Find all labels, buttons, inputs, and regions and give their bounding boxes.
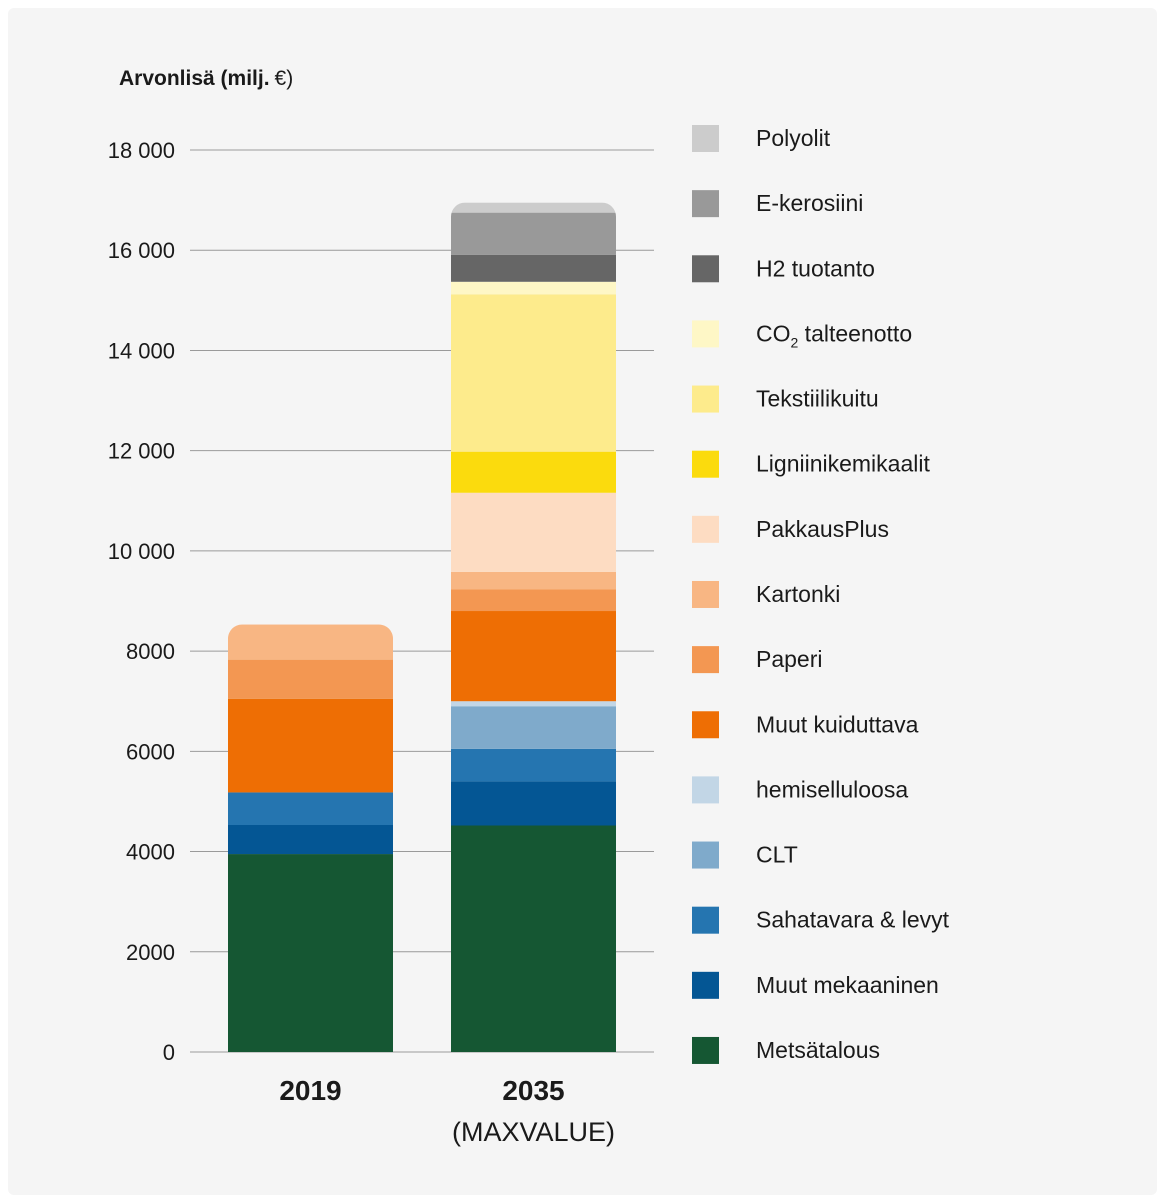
bar-segment xyxy=(451,212,616,255)
y-tick-label: 0 xyxy=(163,1040,175,1065)
bar-segment xyxy=(228,624,393,660)
legend-label: hemiselluloosa xyxy=(756,776,908,802)
legend-label: Paperi xyxy=(756,646,822,672)
bar-segment xyxy=(451,281,616,295)
bar-segment xyxy=(451,701,616,707)
y-tick-label: 6000 xyxy=(126,739,175,764)
legend-swatch xyxy=(692,580,719,608)
x-category-sublabel: (MAXVALUE) xyxy=(452,1117,615,1147)
legend-item: CO2 talteenotto xyxy=(692,320,912,350)
legend-label: E-kerosiini xyxy=(756,190,863,216)
legend-label: Muut mekaaninen xyxy=(756,972,939,998)
legend-swatch xyxy=(692,1036,719,1064)
legend-label: Tekstiilikuitu xyxy=(756,386,879,412)
legend-item: Sahatavara & levyt xyxy=(692,906,950,934)
x-category-label: 2019 xyxy=(279,1075,341,1106)
y-axis-unit: €) xyxy=(275,67,294,90)
legend-swatch xyxy=(692,515,719,543)
legend-swatch xyxy=(692,255,719,283)
y-tick-label: 2000 xyxy=(126,940,175,965)
bar-stack-2035 xyxy=(451,202,616,1052)
legend-label: Muut kuiduttava xyxy=(756,711,919,737)
y-tick-label: 12 000 xyxy=(108,439,175,464)
legend-item: PakkausPlus xyxy=(692,515,889,543)
x-axis-labels: 2019 2035 (MAXVALUE) xyxy=(279,1075,615,1147)
legend-swatch xyxy=(692,711,719,739)
legend-label: CO2 talteenotto xyxy=(756,320,912,350)
legend-label: CLT xyxy=(756,842,798,868)
legend-item: Muut mekaaninen xyxy=(692,971,939,999)
legend-item: CLT xyxy=(692,841,798,869)
bar-segment xyxy=(228,824,393,855)
legend-swatch xyxy=(692,906,719,934)
y-tick-label: 10 000 xyxy=(108,539,175,564)
legend-item: Tekstiilikuitu xyxy=(692,385,879,413)
legend-swatch xyxy=(692,385,719,413)
legend-swatch xyxy=(692,320,719,348)
bars xyxy=(228,202,616,1052)
bar-segment xyxy=(228,792,393,825)
bar-segment xyxy=(228,854,393,1052)
chart-panel: Arvonlisä (milj. €) 0 2000 4000 6000 8000 10 0… xyxy=(8,8,1157,1195)
y-tick-label: 16 000 xyxy=(108,238,175,263)
bar-segment xyxy=(451,748,616,782)
legend-label: Sahatavara & levyt xyxy=(756,907,950,933)
bar-segment xyxy=(451,492,616,572)
bar-segment xyxy=(451,254,616,282)
bar-segment xyxy=(228,698,393,793)
legend-label: Ligniinikemikaalit xyxy=(756,451,930,477)
bar-segment xyxy=(228,659,393,699)
legend-swatch xyxy=(692,450,719,478)
gridlines: 0 2000 4000 6000 8000 10 000 12 000 14 000 16 00… xyxy=(108,138,654,1065)
bar-segment xyxy=(451,611,616,702)
bar-segment xyxy=(451,202,616,213)
legend: Polyolit E-kerosiini H2 tuotanto CO2 taltee… xyxy=(692,125,950,1064)
legend-swatch xyxy=(692,841,719,869)
legend-label: Metsätalous xyxy=(756,1037,880,1063)
bar-stack-2019 xyxy=(228,624,393,1052)
legend-swatch xyxy=(692,971,719,999)
y-tick-label: 14 000 xyxy=(108,338,175,363)
bar-segment xyxy=(451,706,616,749)
bar-segment xyxy=(451,571,616,590)
y-tick-label: 4000 xyxy=(126,840,175,865)
y-axis-title: Arvonlisä (milj. €) xyxy=(119,67,293,90)
legend-label: H2 tuotanto xyxy=(756,255,875,281)
legend-swatch xyxy=(692,190,719,218)
legend-label: Polyolit xyxy=(756,125,831,151)
stacked-bar-chart: Arvonlisä (milj. €) 0 2000 4000 6000 8000 10 0… xyxy=(108,67,950,1147)
bar-segment xyxy=(451,451,616,493)
legend-item: Ligniinikemikaalit xyxy=(692,450,930,478)
bar-segment xyxy=(451,589,616,612)
legend-item: Kartonki xyxy=(692,580,840,608)
legend-item: E-kerosiini xyxy=(692,190,863,218)
bar-segment xyxy=(451,781,616,826)
legend-item: Paperi xyxy=(692,646,822,674)
bar-segment xyxy=(451,825,616,1052)
legend-item: H2 tuotanto xyxy=(692,255,875,283)
legend-item: Muut kuiduttava xyxy=(692,711,919,739)
legend-swatch xyxy=(692,646,719,674)
legend-item: hemiselluloosa xyxy=(692,776,908,804)
bar-segment xyxy=(451,294,616,452)
y-tick-label: 8000 xyxy=(126,639,175,664)
legend-item: Metsätalous xyxy=(692,1036,880,1064)
legend-swatch xyxy=(692,776,719,804)
legend-swatch xyxy=(692,125,719,152)
x-category-label: 2035 xyxy=(502,1075,564,1106)
y-tick-label: 18 000 xyxy=(108,138,175,163)
legend-label: Kartonki xyxy=(756,581,840,607)
legend-item: Polyolit xyxy=(692,125,831,152)
legend-label: PakkausPlus xyxy=(756,516,889,542)
